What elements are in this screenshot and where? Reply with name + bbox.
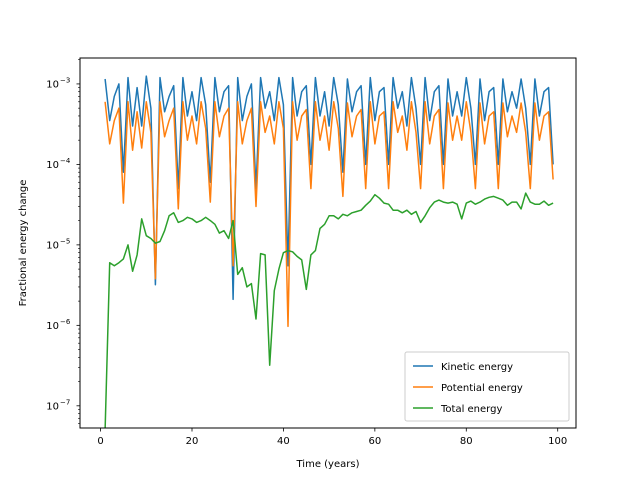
series-line-0 xyxy=(104,75,554,301)
y-tick-exponent: −3 xyxy=(60,76,70,84)
legend-box xyxy=(404,351,570,422)
x-axis: 0 20 40 60 80 100 xyxy=(97,428,567,447)
legend-label-2: Total energy xyxy=(440,404,502,415)
x-axis-title: Time (years) xyxy=(296,459,360,470)
x-tick-label: 100 xyxy=(548,436,567,447)
y-tick-label: 10 xyxy=(46,401,59,412)
y-tick-label: 10 xyxy=(46,79,59,90)
plot-lines xyxy=(104,75,554,428)
x-tick-label: 80 xyxy=(460,436,473,447)
legend-label-1: Potential energy xyxy=(441,383,523,394)
y-tick-label: 10 xyxy=(46,240,59,251)
series-line-2 xyxy=(104,192,554,428)
y-axis: 10−710−610−510−410−3 xyxy=(46,59,80,424)
x-tick-label: 60 xyxy=(368,436,381,447)
legend-label-0: Kinetic energy xyxy=(441,362,513,373)
y-axis-title: Fractional energy change xyxy=(18,180,29,307)
y-tick-exponent: −5 xyxy=(60,237,70,245)
y-tick-label: 10 xyxy=(46,160,59,171)
x-tick-label: 40 xyxy=(277,436,290,447)
y-tick-label: 10 xyxy=(46,321,59,332)
x-tick-label: 0 xyxy=(97,436,103,447)
y-tick-exponent: −6 xyxy=(60,318,71,326)
legend: Kinetic energy Potential energy Total ener… xyxy=(404,351,570,422)
x-tick-label: 20 xyxy=(186,436,199,447)
series-line-1 xyxy=(104,101,554,328)
plot-frame xyxy=(79,57,577,429)
y-tick-exponent: −7 xyxy=(60,398,70,406)
y-tick-exponent: −4 xyxy=(60,157,71,165)
